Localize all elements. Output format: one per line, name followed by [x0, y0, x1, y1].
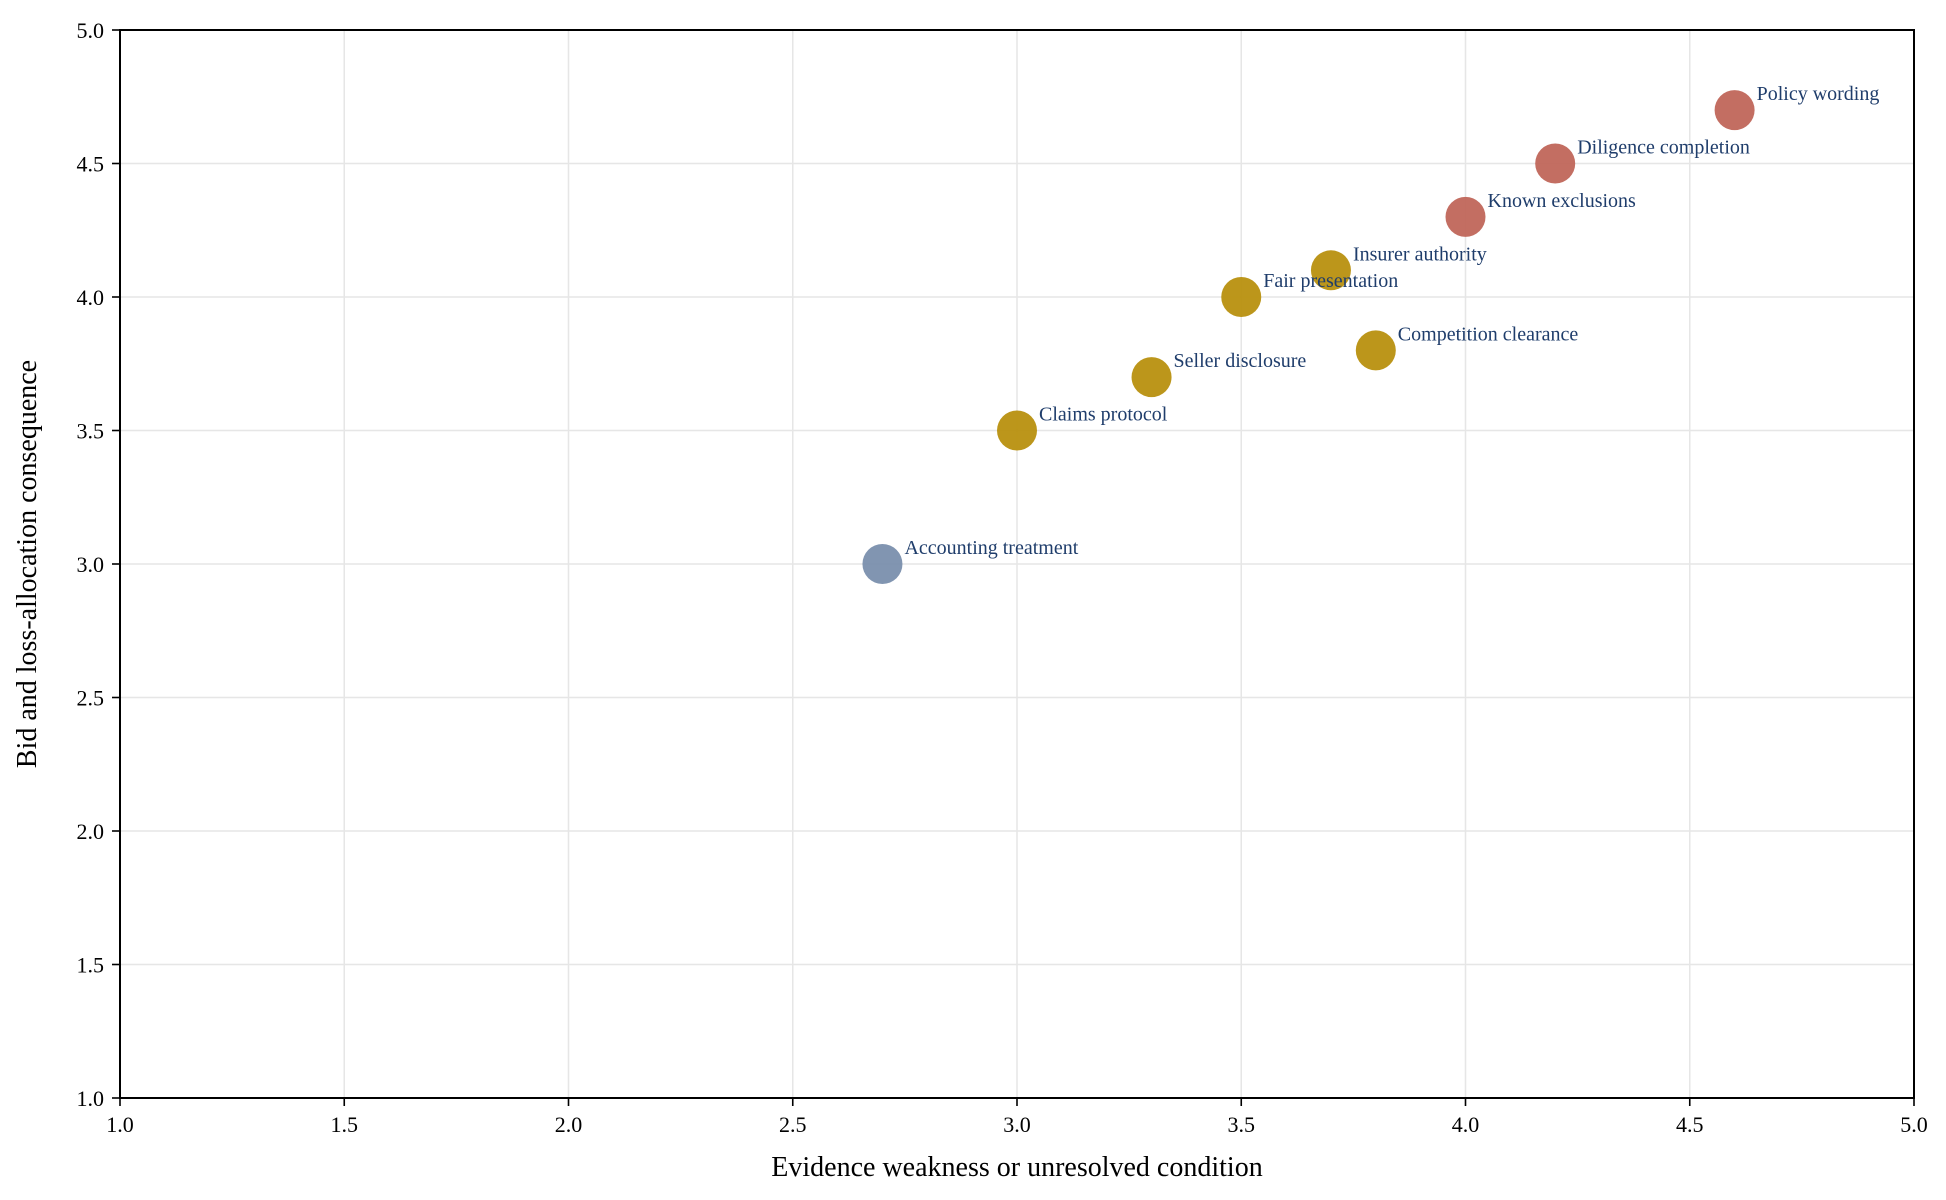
- y-tick-label: 3.5: [77, 419, 105, 444]
- data-point: [1535, 143, 1576, 184]
- data-point: [1714, 90, 1755, 131]
- data-point: [1221, 277, 1262, 317]
- data-point-label: Diligence completion: [1577, 137, 1750, 159]
- x-tick-label: 4.5: [1676, 1112, 1704, 1137]
- data-point-label: Fair presentation: [1263, 270, 1398, 292]
- data-point-label: Seller disclosure: [1174, 350, 1307, 372]
- y-tick-label: 4.5: [77, 152, 105, 177]
- x-axis-title: Evidence weakness or unresolved conditio…: [771, 1152, 1262, 1183]
- y-axis-title: Bid and loss-allocation consequence: [12, 360, 43, 768]
- ticks-layer: 1.0 1.5 2.0 2.5 3.0 3.5 4.0 4.5 5.0 1.0 1.5 2.0 2.5 3…: [77, 18, 1928, 1137]
- data-point-label: Known exclusions: [1488, 190, 1637, 212]
- data-point-label: Policy wording: [1757, 83, 1880, 105]
- y-tick-label: 5.0: [77, 18, 105, 43]
- y-tick-label: 1.0: [77, 1086, 105, 1111]
- data-point-label: Competition clearance: [1398, 323, 1579, 345]
- x-tick-label: 1.5: [331, 1112, 359, 1137]
- data-point: [1445, 196, 1486, 237]
- data-point: [862, 544, 903, 584]
- data-point-label: Accounting treatment: [904, 537, 1078, 559]
- y-tick-label: 1.5: [77, 953, 105, 978]
- data-point: [1131, 357, 1172, 398]
- data-point: [1310, 250, 1351, 291]
- grid-layer: [119, 29, 1915, 1099]
- data-point: [1355, 330, 1396, 371]
- x-tick-label: 2.5: [779, 1112, 807, 1137]
- y-tick-label: 2.5: [77, 686, 105, 711]
- y-tick-label: 2.0: [77, 819, 105, 844]
- y-tick-label: 4.0: [77, 285, 105, 310]
- data-point: [997, 410, 1037, 451]
- x-tick-label: 2.0: [555, 1112, 583, 1137]
- data-point-label: Insurer authority: [1353, 243, 1487, 265]
- x-tick-label: 5.0: [1900, 1112, 1928, 1137]
- x-tick-label: 3.0: [1003, 1112, 1031, 1137]
- x-tick-label: 1.0: [106, 1112, 134, 1137]
- x-tick-label: 3.5: [1228, 1112, 1256, 1137]
- points-layer: Policy wording Diligence completion Known …: [862, 83, 1879, 584]
- data-point-label: Claims protocol: [1039, 404, 1168, 426]
- y-tick-label: 3.0: [77, 552, 105, 577]
- x-tick-label: 4.0: [1452, 1112, 1480, 1137]
